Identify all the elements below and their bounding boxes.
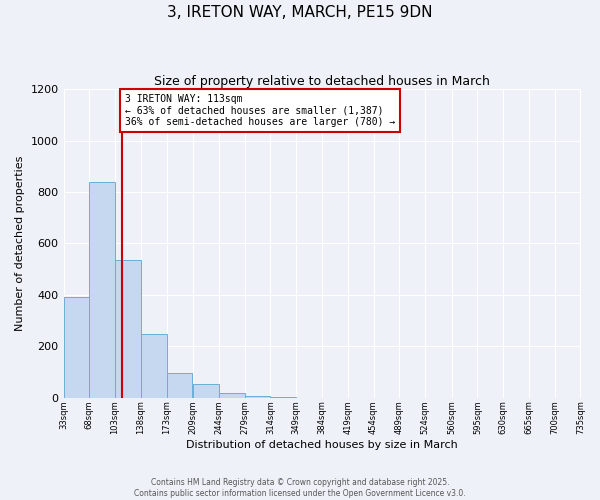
Bar — [193, 384, 219, 398]
Text: 3 IRETON WAY: 113sqm
← 63% of detached houses are smaller (1,387)
36% of semi-de: 3 IRETON WAY: 113sqm ← 63% of detached h… — [125, 94, 395, 127]
Text: 3, IRETON WAY, MARCH, PE15 9DN: 3, IRETON WAY, MARCH, PE15 9DN — [167, 5, 433, 20]
Bar — [219, 393, 245, 398]
Bar — [245, 396, 271, 398]
X-axis label: Distribution of detached houses by size in March: Distribution of detached houses by size … — [186, 440, 458, 450]
Y-axis label: Number of detached properties: Number of detached properties — [15, 156, 25, 331]
Bar — [271, 397, 296, 398]
Bar — [167, 372, 193, 398]
Bar — [64, 298, 89, 398]
Bar — [89, 182, 115, 398]
Text: Contains HM Land Registry data © Crown copyright and database right 2025.
Contai: Contains HM Land Registry data © Crown c… — [134, 478, 466, 498]
Bar — [115, 260, 141, 398]
Bar — [141, 334, 167, 398]
Title: Size of property relative to detached houses in March: Size of property relative to detached ho… — [154, 75, 490, 88]
